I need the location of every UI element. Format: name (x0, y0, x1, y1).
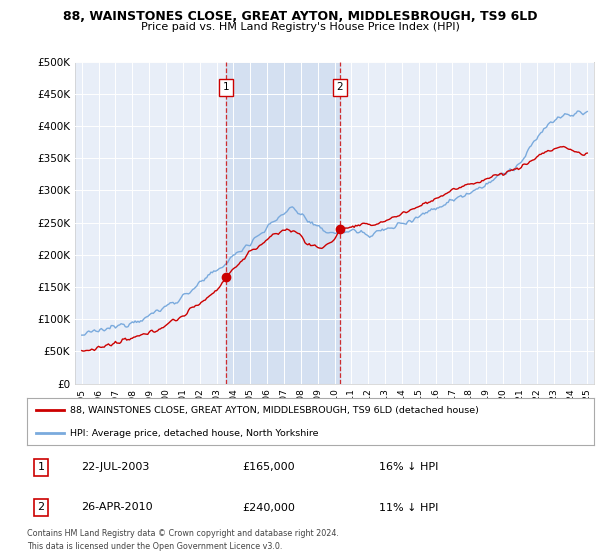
Text: 1: 1 (38, 463, 44, 473)
Text: Price paid vs. HM Land Registry's House Price Index (HPI): Price paid vs. HM Land Registry's House … (140, 22, 460, 32)
Bar (226, 62, 340, 384)
Text: 11% ↓ HPI: 11% ↓ HPI (379, 502, 438, 512)
Text: £165,000: £165,000 (242, 463, 295, 473)
Text: HPI: Average price, detached house, North Yorkshire: HPI: Average price, detached house, Nort… (70, 429, 318, 438)
Text: Contains HM Land Registry data © Crown copyright and database right 2024.
This d: Contains HM Land Registry data © Crown c… (27, 529, 339, 550)
Text: 26-APR-2010: 26-APR-2010 (81, 502, 152, 512)
Text: 88, WAINSTONES CLOSE, GREAT AYTON, MIDDLESBROUGH, TS9 6LD (detached house): 88, WAINSTONES CLOSE, GREAT AYTON, MIDDL… (70, 406, 478, 415)
Text: 1: 1 (223, 82, 229, 92)
Text: 88, WAINSTONES CLOSE, GREAT AYTON, MIDDLESBROUGH, TS9 6LD: 88, WAINSTONES CLOSE, GREAT AYTON, MIDDL… (63, 10, 537, 23)
Text: 2: 2 (337, 82, 343, 92)
Text: 22-JUL-2003: 22-JUL-2003 (81, 463, 149, 473)
Text: 16% ↓ HPI: 16% ↓ HPI (379, 463, 438, 473)
Text: £240,000: £240,000 (242, 502, 295, 512)
Text: 2: 2 (38, 502, 45, 512)
